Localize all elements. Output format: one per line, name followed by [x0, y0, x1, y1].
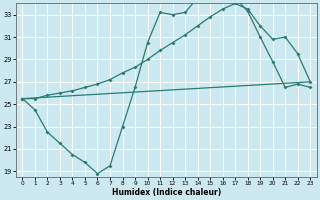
X-axis label: Humidex (Indice chaleur): Humidex (Indice chaleur) — [112, 188, 221, 197]
